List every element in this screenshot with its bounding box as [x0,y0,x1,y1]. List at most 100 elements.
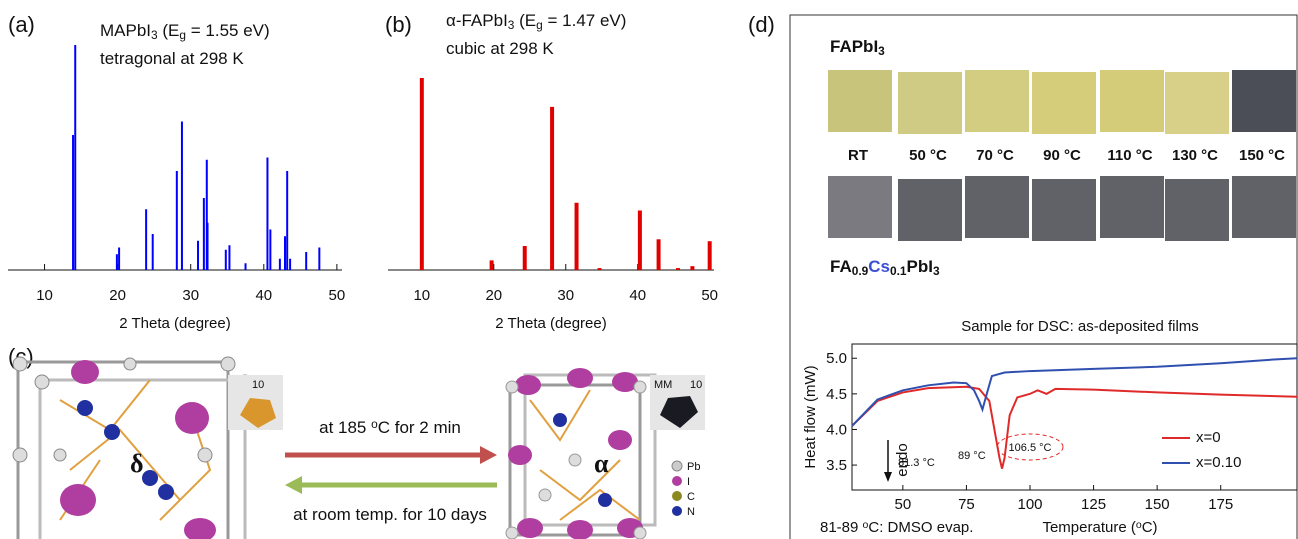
film-photo [965,70,1029,132]
ruler-label: MM [654,379,672,391]
text-part: at 185 [319,418,371,437]
panel-label: (b) [385,12,412,37]
film-photo [898,179,962,241]
x-tick-label: 40 [255,287,272,304]
text-part: MAPbI [100,21,151,40]
subscript: g [536,18,543,32]
y-tick-label: 5.0 [826,350,847,367]
supscript: o [863,519,869,531]
y-axis-label: Heat flow (mW) [802,365,819,468]
temperature-label: 50 °C [909,147,947,164]
film-photo [1232,70,1296,132]
x-axis-label: Temperature (oC) [1042,519,1157,536]
x-tick-label: 20 [485,287,502,304]
arrow-head [480,446,497,464]
x-tick-label: 50 [895,496,912,513]
x-tick-label: 75 [958,496,975,513]
text-part: (E [158,21,180,40]
arrow-head [285,476,302,494]
text-part: (E [514,11,536,30]
x-tick-label: 20 [109,287,126,304]
ruler-label: 10 [252,379,264,391]
text-part: α-FAPbI [446,11,508,30]
x-axis-label: 2 Theta (degree) [495,315,606,332]
y-tick-label: 3.5 [826,457,847,474]
subscript: 3 [151,28,158,42]
text-part: FA [830,257,852,276]
legend-label: I [687,476,690,488]
chart-subtitle: tetragonal at 298 K [100,49,244,68]
annotation: 81.3 °C [898,457,935,469]
text-part: C for 2 min [378,418,461,437]
ruler-label: 10 [690,379,702,391]
text-part: PbI [907,257,933,276]
annotation: endo [894,443,911,476]
temperature-label: RT [848,147,868,164]
data-line [851,357,1298,427]
supscript: o [1136,519,1142,531]
supscript: o [371,417,378,431]
annotation: 106.5 °C [1009,442,1052,454]
chart-title: MAPbI3 (Eg = 1.55 eV) [100,21,270,42]
subscript: 0.1 [890,264,907,278]
text-part: = 1.55 eV) [186,21,270,40]
data-line [851,385,1298,469]
y-tick-label: 4.0 [826,421,847,438]
subscript: 0.9 [852,264,869,278]
temperature-label: 130 °C [1172,147,1218,164]
subscript: 3 [878,44,885,58]
sample-crystal [240,398,276,428]
legend-label: x=0.10 [1196,454,1241,471]
chart-subtitle: cubic at 298 K [446,39,554,58]
film-photo [1032,179,1096,241]
phase-label: α [594,449,609,478]
y-tick-label: 4.5 [826,386,847,403]
condition-text: at 185 oC for 2 min [319,417,461,437]
sample-title: FA0.9Cs0.1PbI3 [830,257,940,278]
subscript: g [179,28,186,42]
text-part: Cs [868,257,890,276]
film-photo [898,72,962,134]
film-photo [828,70,892,132]
plot-frame [851,343,1298,491]
text-part: = 1.47 eV) [543,11,627,30]
x-tick-label: 50 [701,287,718,304]
chart-title: Sample for DSC: as-deposited films [961,318,1199,335]
phase-label: δ [130,449,144,478]
x-tick-label: 30 [557,287,574,304]
x-tick-label: 150 [1145,496,1170,513]
condition-text: at room temp. for 10 days [293,505,487,524]
film-photo [1165,72,1229,134]
sample-crystal [660,396,698,428]
film-photo [1100,176,1164,238]
subscript: 3 [933,264,940,278]
legend-label: N [687,506,695,518]
text-part: Temperature ( [1042,519,1135,536]
chart-title: α-FAPbI3 (Eg = 1.47 eV) [446,11,626,32]
text-part: C: DMSO evap. [868,519,973,536]
film-photo [965,176,1029,238]
annotation: 89 °C [958,450,986,462]
panel-label: (d) [748,12,775,37]
arrow-head [884,472,892,482]
x-axis-label: 2 Theta (degree) [119,315,230,332]
text-part: FAPbI [830,37,878,56]
film-photo [828,176,892,238]
crystal-delta [12,356,253,539]
x-tick-label: 30 [182,287,199,304]
temperature-label: 90 °C [1043,147,1081,164]
legend-label: C [687,491,695,503]
x-tick-label: 100 [1017,496,1042,513]
film-photo [1100,70,1164,132]
x-tick-label: 40 [629,287,646,304]
x-tick-label: 175 [1208,496,1233,513]
annotation-ellipse [996,433,1064,461]
subscript: 3 [508,18,515,32]
temperature-label: 150 °C [1239,147,1285,164]
legend-label: x=0 [1196,429,1221,446]
text-part: C) [1142,519,1158,536]
temperature-label: 70 °C [976,147,1014,164]
note: 81-89 oC: DMSO evap. [820,519,973,536]
